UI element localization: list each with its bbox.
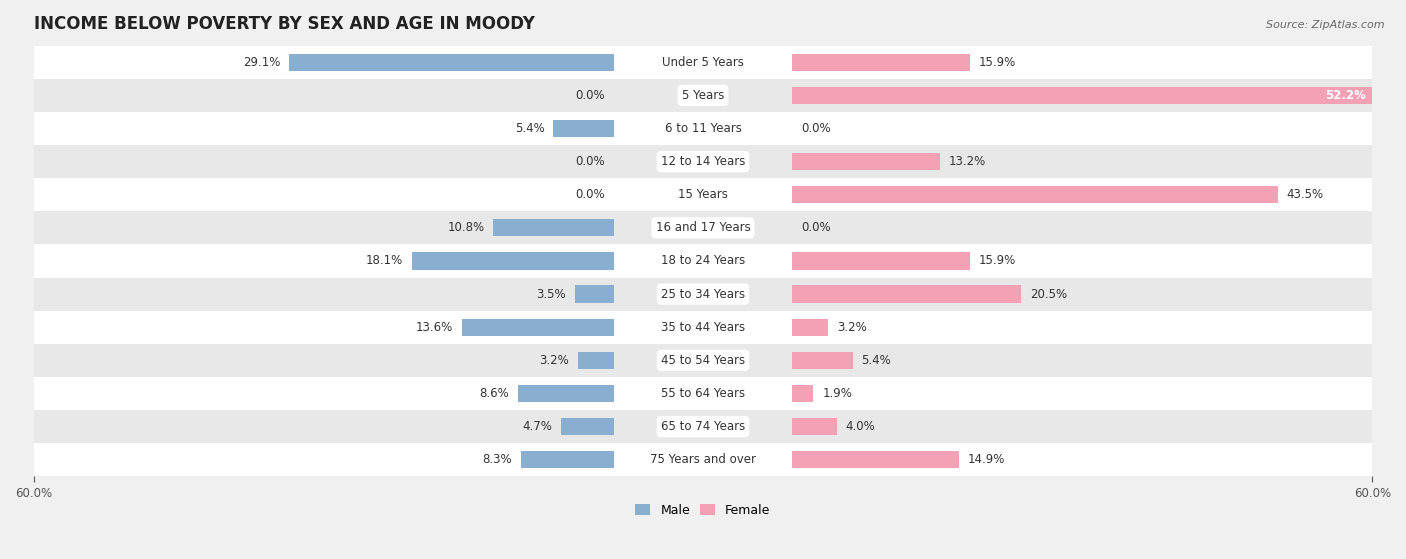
Text: 52.2%: 52.2%: [1324, 89, 1365, 102]
Bar: [578, 352, 614, 369]
Bar: [34, 46, 1372, 79]
Bar: [575, 286, 614, 302]
Bar: [792, 385, 814, 402]
Bar: [517, 385, 614, 402]
Bar: [34, 211, 1372, 244]
Text: 3.5%: 3.5%: [536, 287, 565, 301]
Text: 5.4%: 5.4%: [515, 122, 544, 135]
Bar: [792, 153, 939, 170]
Bar: [792, 252, 970, 269]
Text: 0.0%: 0.0%: [801, 122, 831, 135]
Text: 0.0%: 0.0%: [575, 155, 605, 168]
Bar: [34, 178, 1372, 211]
Text: 20.5%: 20.5%: [1031, 287, 1067, 301]
Bar: [792, 186, 1278, 203]
Bar: [34, 311, 1372, 344]
Bar: [792, 87, 1375, 104]
Bar: [34, 112, 1372, 145]
Text: Source: ZipAtlas.com: Source: ZipAtlas.com: [1267, 20, 1385, 30]
Bar: [792, 352, 852, 369]
Bar: [792, 451, 959, 468]
Bar: [34, 443, 1372, 476]
Bar: [554, 120, 614, 137]
Text: 25 to 34 Years: 25 to 34 Years: [661, 287, 745, 301]
Text: 45 to 54 Years: 45 to 54 Years: [661, 354, 745, 367]
Text: 18 to 24 Years: 18 to 24 Years: [661, 254, 745, 267]
Text: 4.7%: 4.7%: [523, 420, 553, 433]
Bar: [463, 319, 614, 336]
Text: 5 Years: 5 Years: [682, 89, 724, 102]
Bar: [34, 79, 1372, 112]
Bar: [34, 410, 1372, 443]
Bar: [792, 319, 828, 336]
Bar: [792, 418, 837, 435]
Text: 1.9%: 1.9%: [823, 387, 852, 400]
Text: 0.0%: 0.0%: [575, 188, 605, 201]
Text: 8.3%: 8.3%: [482, 453, 512, 466]
Bar: [792, 286, 1021, 302]
Bar: [34, 344, 1372, 377]
Text: 55 to 64 Years: 55 to 64 Years: [661, 387, 745, 400]
Bar: [792, 54, 970, 71]
Text: 18.1%: 18.1%: [366, 254, 404, 267]
Text: 5.4%: 5.4%: [862, 354, 891, 367]
Bar: [34, 244, 1372, 277]
Text: 65 to 74 Years: 65 to 74 Years: [661, 420, 745, 433]
Text: 3.2%: 3.2%: [837, 321, 866, 334]
Text: 6 to 11 Years: 6 to 11 Years: [665, 122, 741, 135]
Text: 43.5%: 43.5%: [1286, 188, 1323, 201]
Text: 75 Years and over: 75 Years and over: [650, 453, 756, 466]
Text: 0.0%: 0.0%: [801, 221, 831, 234]
Text: 13.2%: 13.2%: [949, 155, 986, 168]
Bar: [34, 145, 1372, 178]
Text: 35 to 44 Years: 35 to 44 Years: [661, 321, 745, 334]
Text: 13.6%: 13.6%: [416, 321, 453, 334]
Bar: [522, 451, 614, 468]
Bar: [290, 54, 614, 71]
Text: 8.6%: 8.6%: [479, 387, 509, 400]
Text: 29.1%: 29.1%: [243, 56, 280, 69]
Text: 12 to 14 Years: 12 to 14 Years: [661, 155, 745, 168]
Bar: [561, 418, 614, 435]
Text: 15.9%: 15.9%: [979, 254, 1017, 267]
Text: INCOME BELOW POVERTY BY SEX AND AGE IN MOODY: INCOME BELOW POVERTY BY SEX AND AGE IN M…: [34, 15, 534, 33]
Bar: [34, 377, 1372, 410]
Text: 14.9%: 14.9%: [967, 453, 1005, 466]
Text: Under 5 Years: Under 5 Years: [662, 56, 744, 69]
Text: 15 Years: 15 Years: [678, 188, 728, 201]
Text: 10.8%: 10.8%: [447, 221, 484, 234]
Bar: [34, 277, 1372, 311]
Text: 4.0%: 4.0%: [846, 420, 876, 433]
Text: 0.0%: 0.0%: [575, 89, 605, 102]
Text: 16 and 17 Years: 16 and 17 Years: [655, 221, 751, 234]
Text: 3.2%: 3.2%: [540, 354, 569, 367]
Bar: [494, 219, 614, 236]
Text: 15.9%: 15.9%: [979, 56, 1017, 69]
Legend: Male, Female: Male, Female: [630, 499, 776, 522]
Bar: [412, 252, 614, 269]
